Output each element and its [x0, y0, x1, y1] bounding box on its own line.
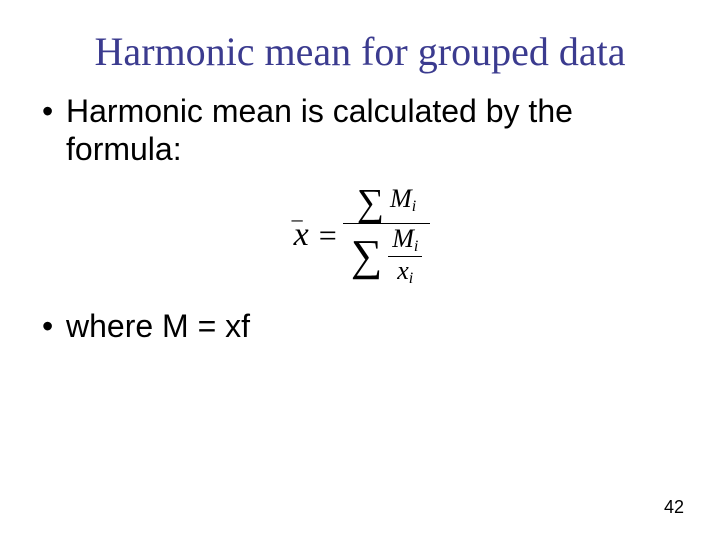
bullet-item: • where M = xf	[40, 308, 680, 346]
num-sub: i	[412, 198, 416, 215]
overbar: –	[292, 206, 303, 232]
bullet-marker: •	[40, 308, 66, 346]
inner-num-sub: i	[414, 238, 418, 255]
sigma-icon: ∑	[351, 234, 384, 278]
main-fraction: ∑ Mi ∑ Mi	[343, 183, 431, 289]
formula-lhs-xbar: – x	[290, 216, 313, 254]
inner-fraction: Mi xi	[388, 225, 422, 288]
slide: Harmonic mean for grouped data • Harmoni…	[0, 0, 720, 540]
bullet-item: • Harmonic mean is calculated by the for…	[40, 93, 680, 169]
denominator: ∑ Mi xi	[343, 224, 431, 289]
inner-den-sub: i	[409, 270, 413, 287]
inner-num-var: M	[392, 224, 414, 253]
bullet-text: where M = xf	[66, 308, 680, 346]
inner-den-var: x	[397, 256, 409, 285]
formula-region: – x = ∑ Mi ∑	[40, 177, 680, 309]
page-number: 42	[664, 497, 684, 518]
num-var: M	[390, 184, 412, 213]
equals-sign: =	[313, 217, 343, 254]
inner-denominator: xi	[388, 257, 422, 288]
bullet-text: Harmonic mean is calculated by the formu…	[66, 93, 680, 169]
slide-body: • Harmonic mean is calculated by the for…	[0, 85, 720, 346]
numerator-term: Mi	[390, 184, 416, 213]
numerator: ∑ Mi	[343, 183, 431, 224]
bullet-marker: •	[40, 93, 66, 131]
inner-numerator: Mi	[388, 225, 422, 257]
slide-title: Harmonic mean for grouped data	[0, 0, 720, 85]
sigma-icon: ∑	[357, 184, 386, 222]
harmonic-mean-formula: – x = ∑ Mi ∑	[290, 183, 431, 289]
